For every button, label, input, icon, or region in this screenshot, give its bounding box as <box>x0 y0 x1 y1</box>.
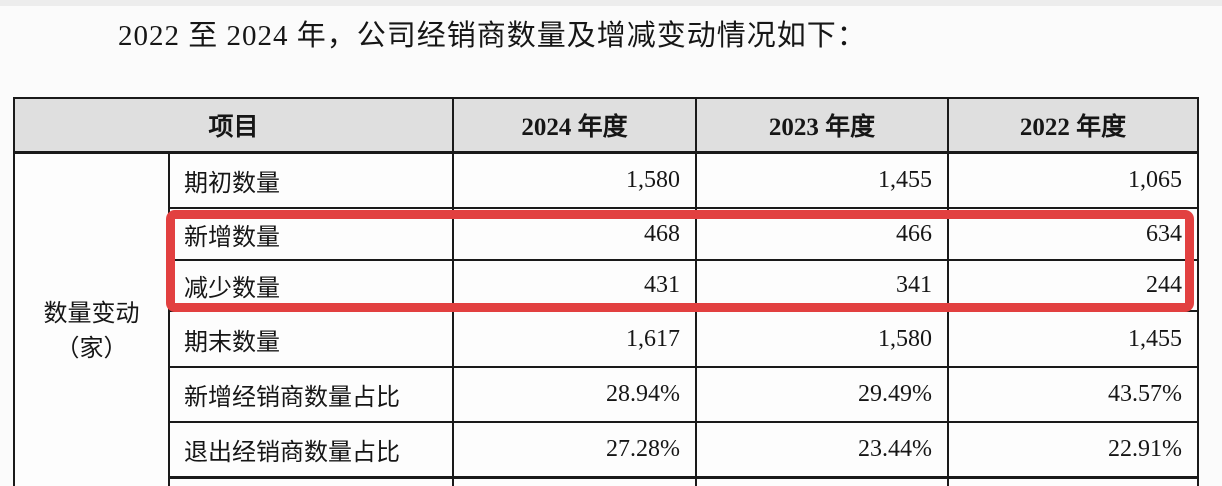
table-row-new-count-highlighted: 新增数量 468 466 634 <box>14 207 1200 261</box>
table-row-partial-cutoff <box>14 476 1200 486</box>
table-row-exit-dealer-ratio: 退出经销商数量占比 27.28% 23.44% 22.91% <box>14 421 1200 479</box>
value-2022: 43.57% <box>947 366 1200 423</box>
value-empty <box>947 476 1200 486</box>
header-item: 项目 <box>12 97 455 154</box>
value-2024: 468 <box>452 207 698 261</box>
value-2024: 28.94% <box>452 366 698 423</box>
data-table: 项目 2024 年度 2023 年度 2022 年度 数量变动 （家） 期初数量… <box>12 97 1200 486</box>
row-label: 期末数量 <box>167 310 455 368</box>
value-2022: 244 <box>947 259 1200 312</box>
document-title: 2022 至 2024 年，公司经销商数量及增减变动情况如下： <box>118 20 867 52</box>
group-label-line1: 数量变动 <box>43 300 140 327</box>
value-2024: 27.28% <box>452 421 698 479</box>
table-row-ending-count: 期末数量 1,617 1,580 1,455 <box>14 310 1200 368</box>
table-row-decrease-count-highlighted: 减少数量 431 341 244 <box>14 259 1200 312</box>
row-label: 退出经销商数量占比 <box>167 421 455 479</box>
row-label: 期初数量 <box>167 151 455 209</box>
header-2023: 2023 年度 <box>695 97 950 154</box>
value-2023: 1,455 <box>695 151 950 209</box>
value-2023: 1,580 <box>695 310 950 368</box>
header-row: 项目 2024 年度 2023 年度 2022 年度 <box>12 97 1200 154</box>
header-2024: 2024 年度 <box>452 97 698 154</box>
value-2022: 1,455 <box>947 310 1200 368</box>
table-row-new-dealer-ratio: 新增经销商数量占比 28.94% 29.49% 43.57% <box>14 366 1200 423</box>
value-2023: 341 <box>695 259 950 312</box>
row-label-empty <box>167 476 455 486</box>
value-2023: 466 <box>695 207 950 261</box>
row-label: 减少数量 <box>167 259 455 312</box>
value-2024: 1,580 <box>452 151 698 209</box>
value-2022: 634 <box>947 207 1200 261</box>
value-2024: 1,617 <box>452 310 698 368</box>
value-2024: 431 <box>452 259 698 312</box>
row-group-label: 数量变动 （家） <box>13 151 170 486</box>
value-empty <box>695 476 950 486</box>
value-2023: 29.49% <box>695 366 950 423</box>
dealer-count-table: 项目 2024 年度 2023 年度 2022 年度 数量变动 （家） 期初数量… <box>12 97 1200 486</box>
value-2023: 23.44% <box>695 421 950 479</box>
value-2022: 1,065 <box>947 151 1200 209</box>
header-2022: 2022 年度 <box>947 97 1200 154</box>
row-label: 新增数量 <box>167 207 455 261</box>
page-top-edge <box>0 0 1222 6</box>
value-2022: 22.91% <box>947 421 1200 479</box>
row-label: 新增经销商数量占比 <box>167 366 455 423</box>
table-row-beginning-count: 数量变动 （家） 期初数量 1,580 1,455 1,065 <box>13 151 1200 486</box>
group-label-line2: （家） <box>55 335 128 362</box>
value-empty <box>452 476 698 486</box>
